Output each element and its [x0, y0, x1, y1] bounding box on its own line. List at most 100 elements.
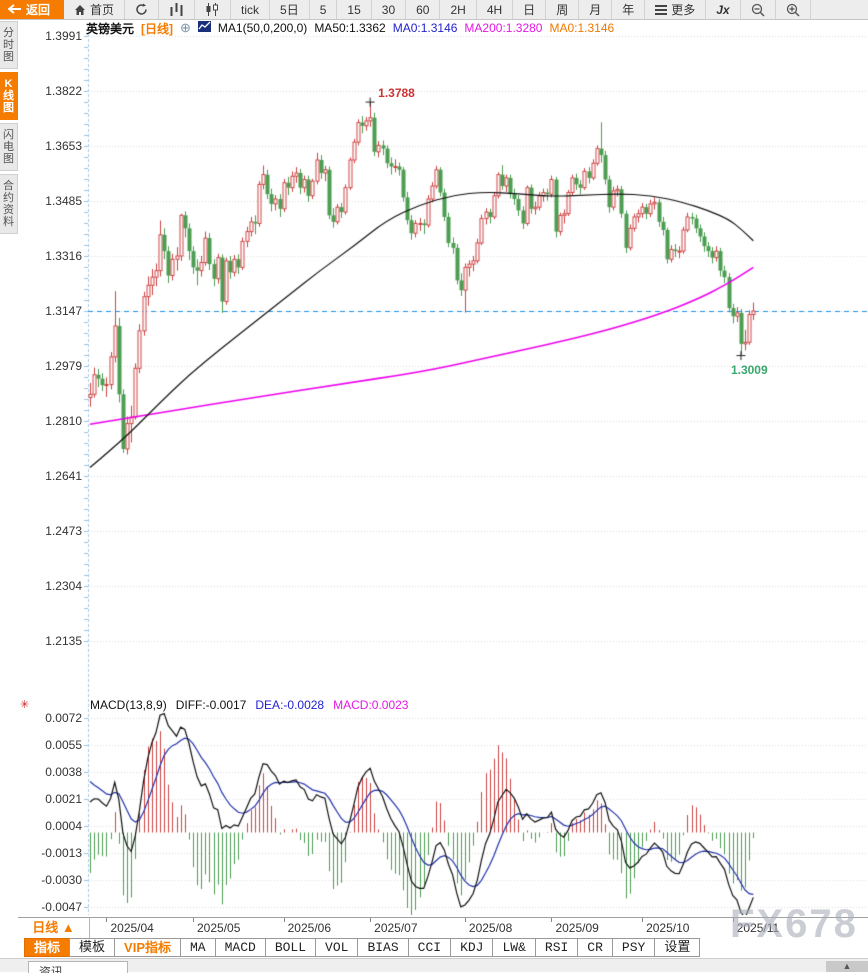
tab-settings[interactable]: 设置 — [654, 938, 701, 957]
indicator-settings-icon[interactable]: ✳ — [20, 699, 30, 711]
date-axis-row: 日线 ▲ 2025/04 2025/05 2025/06 2025/07 2025/08… — [18, 917, 868, 938]
tab-ma[interactable]: MA — [180, 938, 216, 957]
tab-indicator[interactable]: 指标 — [24, 938, 71, 957]
price-axis-label: 1.2641 — [45, 469, 82, 483]
tab-timeshare-chart[interactable]: 分时图 — [0, 21, 18, 69]
period-4h-button-label: 4H — [486, 2, 503, 17]
period-5day-button-label: 5日 — [280, 3, 299, 17]
zoom-out-button[interactable] — [741, 0, 776, 19]
date-label: 2025/04 — [110, 921, 154, 935]
news-tab[interactable]: 资讯 — [28, 961, 128, 973]
ohlc-chart-button[interactable] — [159, 0, 196, 19]
date-label: 2025/11 — [736, 921, 780, 935]
period-month-button-label: 月 — [589, 3, 602, 17]
period-15-button[interactable]: 15 — [337, 0, 372, 19]
price-axis-label: 1.2810 — [45, 414, 82, 428]
tab-vip-indicator[interactable]: VIP指标 — [114, 938, 181, 957]
price-axis-label: 1.3485 — [45, 194, 82, 208]
tab-kline-chart[interactable]: K线图 — [0, 72, 18, 120]
tab-template[interactable]: 模板 — [69, 938, 116, 957]
date-tick — [732, 918, 734, 922]
line-chart-icon[interactable] — [197, 21, 211, 35]
period-selector[interactable]: 日线 ▲ — [18, 918, 90, 938]
period-30-button[interactable]: 30 — [372, 0, 407, 19]
ma-settings-label: MA1(50,0,200,0) — [217, 21, 308, 35]
formula-button[interactable]: Jx — [706, 0, 741, 19]
tab-macd[interactable]: MACD — [214, 938, 266, 957]
tab-lightning-chart[interactable]: 闪电图 — [0, 123, 18, 171]
date-label: 2025/07 — [374, 921, 418, 935]
indicator-toolbar: 指标 模板 VIP指标 MA MACD BOLL VOL BIAS CCI KDJ LW& RSI CR… — [24, 938, 701, 957]
formula-button-label: Jx — [716, 2, 730, 17]
macd-title: MACD(13,8,9) — [90, 698, 167, 712]
tab-contract-info[interactable]: 合约资料 — [0, 174, 18, 234]
bottom-strip: 资讯 ▲ — [0, 958, 868, 973]
period-5-button[interactable]: 5 — [310, 0, 338, 19]
period-5-button-label: 5 — [319, 2, 327, 17]
tab-vol[interactable]: VOL — [315, 938, 359, 957]
period-2h-button-label: 2H — [450, 2, 466, 17]
period-5day-button[interactable]: 5日 — [270, 0, 310, 19]
candle-chart-icon — [205, 3, 220, 16]
tab-cr[interactable]: CR — [577, 938, 613, 957]
candle-chart-button[interactable] — [195, 0, 232, 19]
date-tick — [106, 918, 108, 922]
period-60-button[interactable]: 60 — [406, 0, 441, 19]
left-sidebar: 分时图 K线图闪电图合约资料 — [0, 21, 18, 237]
tick-button-label: tick — [241, 2, 260, 17]
period-month-button[interactable]: 月 — [579, 0, 613, 19]
period-day-button[interactable]: 日 — [513, 0, 547, 19]
macd-axis-label: 0.0004 — [45, 819, 82, 833]
date-tick — [193, 918, 194, 922]
macd-dea-value: DEA:-0.0028 — [255, 698, 325, 712]
more-button-label: 更多 — [671, 3, 696, 17]
refresh-icon — [135, 3, 148, 16]
macd-hist-value: MACD:0.0023 — [333, 698, 409, 712]
scroll-up-button[interactable]: ▲ — [826, 961, 868, 972]
tab-rsi[interactable]: RSI — [534, 938, 579, 957]
refresh-button[interactable] — [125, 0, 160, 19]
period-15-button-label: 15 — [347, 2, 361, 17]
more-button[interactable]: 更多 — [645, 0, 707, 19]
date-tick — [642, 918, 644, 922]
date-label: 2025/09 — [555, 921, 599, 935]
price-axis-label: 1.2304 — [45, 579, 82, 593]
ma0-orange-value: MA0:1.3146 — [549, 21, 615, 35]
period-week-button-label: 周 — [556, 3, 569, 17]
ma200-value: MA200:1.3280 — [464, 21, 543, 35]
period-year-button-label: 年 — [622, 3, 635, 17]
tab-bias[interactable]: BIAS — [357, 938, 409, 957]
macd-axis-label: -0.0047 — [41, 900, 82, 914]
macd-header: MACD(13,8,9) DIFF:-0.0017 DEA:-0.0028 MA… — [90, 698, 408, 712]
tab-boll[interactable]: BOLL — [264, 938, 317, 957]
tick-button[interactable]: tick — [231, 0, 271, 19]
ma50-value: MA50:1.3362 — [314, 21, 386, 35]
add-overlay-icon[interactable]: ⊕ — [180, 20, 191, 35]
back-arrow-icon — [7, 3, 22, 17]
period-4h-button[interactable]: 4H — [477, 0, 514, 19]
macd-axis-label: 0.0055 — [45, 738, 82, 752]
period-2h-button[interactable]: 2H — [440, 0, 477, 19]
zoom-in-icon — [786, 3, 800, 17]
symbol-name: 英镑美元 — [86, 21, 135, 36]
period-label: [日线] — [141, 21, 174, 36]
price-axis-label: 1.3316 — [45, 249, 82, 263]
price-axis-label: 1.3653 — [45, 139, 82, 153]
zoom-in-button[interactable] — [776, 0, 811, 19]
tab-psy[interactable]: PSY — [611, 938, 656, 957]
home-button[interactable]: 首页 — [64, 0, 126, 19]
tab-cci[interactable]: CCI — [407, 938, 452, 957]
price-axis-label: 1.2135 — [45, 634, 82, 648]
macd-axis-label: 0.0038 — [45, 765, 82, 779]
home-button-label: 首页 — [90, 3, 115, 17]
period-30-button-label: 30 — [381, 2, 396, 17]
price-chart-canvas[interactable] — [18, 19, 868, 958]
period-week-button[interactable]: 周 — [546, 0, 580, 19]
price-axis-label: 1.3991 — [45, 29, 82, 43]
date-tick — [464, 918, 466, 922]
tab-lwr[interactable]: LW& — [492, 938, 536, 957]
back-button[interactable]: 返回 — [0, 0, 65, 19]
macd-axis-label: 0.0021 — [45, 792, 82, 806]
period-year-button[interactable]: 年 — [612, 0, 646, 19]
tab-kdj[interactable]: KDJ — [450, 938, 494, 957]
